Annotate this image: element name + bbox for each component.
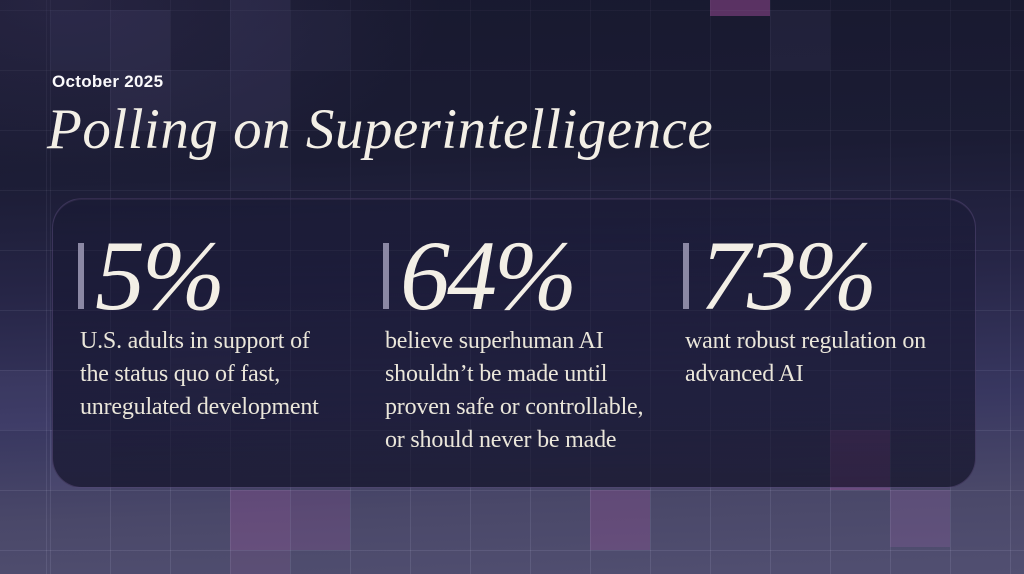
mosaic-tile (170, 70, 230, 130)
mosaic-tile (50, 10, 110, 70)
stat-description: believe superhuman AI shouldn’t be made … (385, 328, 644, 453)
mosaic-tile (770, 10, 830, 70)
stat-accent-bar (383, 243, 389, 309)
mosaic-tile (290, 490, 350, 550)
mosaic-tile (590, 490, 650, 550)
page-title: Polling on Superintelligence (47, 98, 714, 161)
mosaic-tile (710, 0, 770, 16)
date-label: October 2025 (52, 72, 164, 91)
stat-value: 5% (95, 220, 225, 331)
stat-description: U.S. adults in support of the status quo… (80, 328, 319, 420)
mosaic-tile (0, 370, 50, 430)
mosaic-tile (110, 10, 170, 130)
stat-head: 64% (383, 220, 683, 331)
stat-item-status-quo: 5% U.S. adults in support of the status … (78, 220, 378, 424)
stat-item-superhuman-ai: 64% believe superhuman AI shouldn’t be m… (383, 220, 683, 457)
stat-value: 73% (700, 220, 877, 331)
stats-card: 5% U.S. adults in support of the status … (52, 198, 976, 488)
mosaic-tile (230, 490, 290, 550)
stat-head: 73% (683, 220, 983, 331)
mosaic-tile (890, 490, 950, 547)
mosaic-tile (290, 10, 350, 70)
stat-value: 64% (400, 220, 577, 331)
stat-item-regulation: 73% want robust regulation on advanced A… (683, 220, 983, 391)
mosaic-tile (230, 0, 290, 130)
stat-description: want robust regulation on advanced AI (685, 328, 926, 387)
mosaic-tile (230, 130, 290, 190)
stat-head: 5% (78, 220, 378, 331)
stat-accent-bar (683, 243, 689, 309)
stat-accent-bar (78, 243, 84, 309)
mosaic-tile (230, 550, 290, 574)
